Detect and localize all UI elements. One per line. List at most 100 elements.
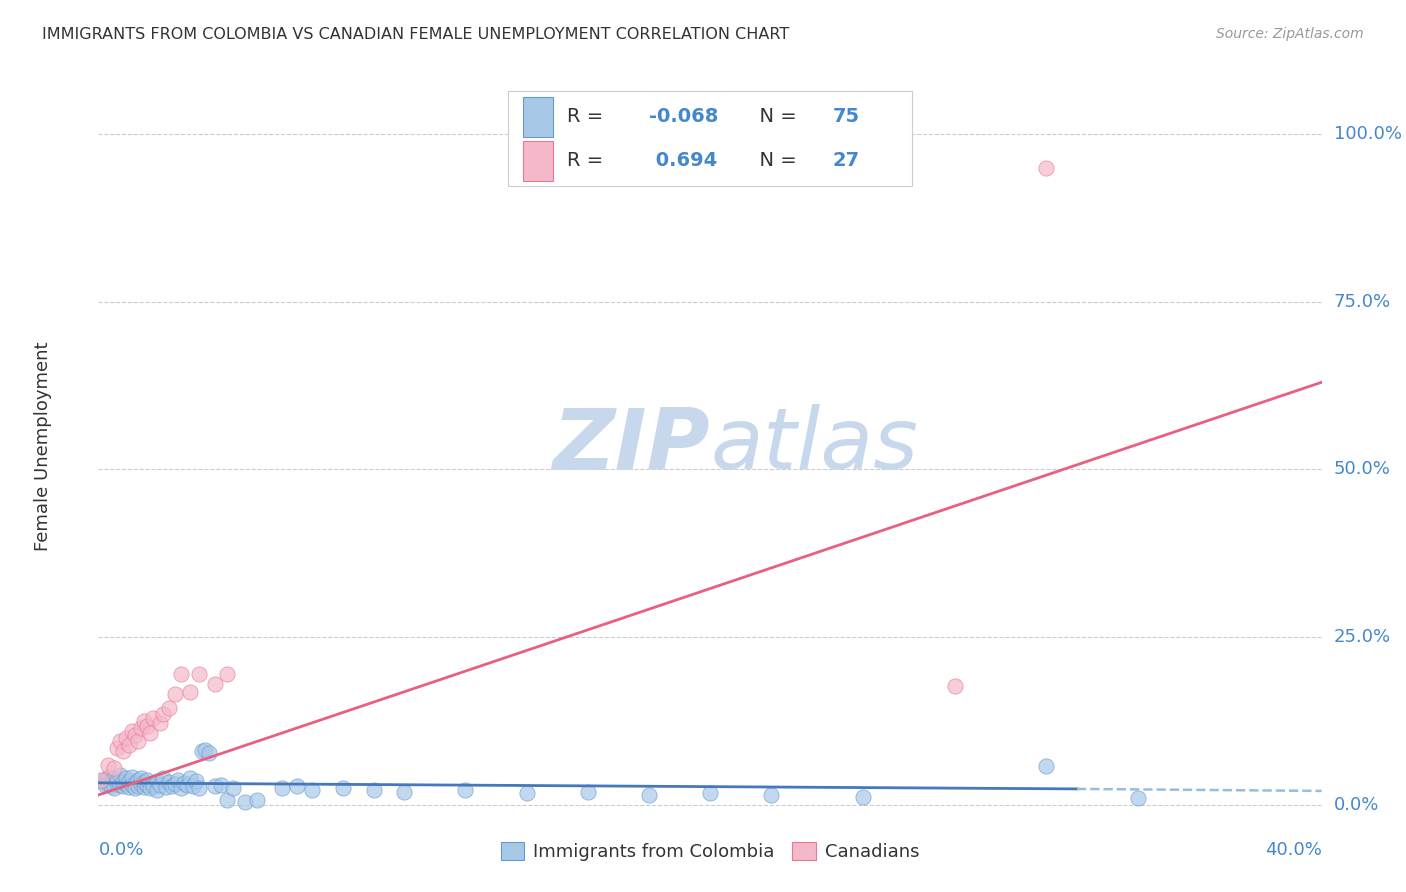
Point [142, 711, 165, 725]
Point [699, 786, 721, 800]
Point [129, 721, 152, 735]
Point [191, 744, 214, 758]
Point [152, 771, 174, 785]
Text: Source: ZipAtlas.com: Source: ZipAtlas.com [1216, 27, 1364, 41]
Text: 40.0%: 40.0% [1265, 841, 1322, 859]
Point [170, 781, 193, 796]
Point [186, 773, 208, 788]
Point [145, 773, 167, 788]
Point [100, 779, 122, 793]
Point [124, 781, 146, 796]
Text: 75.0%: 75.0% [1334, 293, 1391, 310]
Point [136, 772, 159, 787]
Point [139, 725, 162, 739]
Point [363, 783, 385, 797]
Point [124, 776, 146, 790]
Text: 25.0%: 25.0% [1334, 628, 1391, 646]
Legend: Immigrants from Colombia, Canadians: Immigrants from Colombia, Canadians [494, 835, 927, 869]
Point [173, 776, 195, 790]
Point [270, 781, 292, 796]
Point [93, 772, 115, 787]
Point [188, 781, 211, 796]
Point [121, 724, 143, 739]
Point [163, 687, 186, 701]
Point [105, 741, 128, 756]
Point [127, 734, 149, 748]
Point [134, 774, 156, 789]
Point [157, 774, 180, 789]
Point [516, 786, 538, 800]
Point [149, 716, 172, 731]
Point [215, 667, 238, 681]
Text: 0.0%: 0.0% [98, 841, 143, 859]
Point [637, 788, 661, 802]
Point [852, 789, 875, 804]
Point [285, 779, 308, 793]
Point [454, 783, 477, 797]
Point [105, 776, 128, 790]
Point [90, 773, 112, 788]
Point [111, 779, 134, 793]
Text: R =: R = [567, 152, 609, 170]
Text: -0.068: -0.068 [648, 107, 718, 127]
Text: 0.0%: 0.0% [1334, 796, 1379, 814]
Text: Female Unemployment: Female Unemployment [34, 342, 52, 550]
Point [181, 779, 204, 793]
Point [136, 778, 159, 792]
Point [1035, 161, 1057, 175]
Point [204, 677, 226, 691]
Point [215, 792, 238, 806]
Text: N =: N = [747, 152, 803, 170]
Point [155, 780, 177, 794]
Point [118, 738, 141, 752]
Text: N =: N = [747, 107, 803, 127]
Point [127, 772, 149, 787]
Point [142, 776, 165, 790]
Text: 75: 75 [832, 107, 859, 127]
Point [93, 778, 115, 792]
Point [115, 771, 138, 785]
Point [176, 778, 198, 792]
Text: atlas: atlas [710, 404, 918, 488]
Point [759, 788, 782, 802]
Point [134, 714, 156, 728]
Point [108, 778, 131, 792]
Point [1035, 759, 1057, 773]
Text: ZIP: ZIP [553, 404, 710, 488]
Point [188, 667, 211, 681]
Point [111, 744, 134, 758]
Point [233, 795, 256, 809]
Point [108, 734, 131, 748]
Point [197, 746, 219, 760]
Text: 100.0%: 100.0% [1334, 125, 1402, 143]
Point [332, 781, 354, 796]
Point [392, 784, 416, 798]
Point [194, 743, 217, 757]
Point [943, 679, 966, 693]
Point [90, 772, 112, 787]
Point [163, 776, 186, 790]
Point [179, 685, 201, 699]
Point [103, 761, 125, 775]
Point [124, 727, 146, 741]
Point [111, 774, 134, 789]
FancyBboxPatch shape [523, 141, 554, 181]
Point [152, 707, 174, 722]
Point [100, 774, 122, 789]
Text: IMMIGRANTS FROM COLOMBIA VS CANADIAN FEMALE UNEMPLOYMENT CORRELATION CHART: IMMIGRANTS FROM COLOMBIA VS CANADIAN FEM… [42, 27, 789, 42]
Point [145, 783, 167, 797]
Point [108, 768, 131, 782]
Point [170, 667, 193, 681]
Point [118, 773, 141, 788]
Point [129, 771, 152, 785]
Point [222, 781, 245, 796]
Point [97, 776, 120, 790]
Point [179, 771, 201, 785]
Text: 0.694: 0.694 [648, 152, 717, 170]
Point [127, 779, 149, 793]
Point [204, 779, 226, 793]
Text: 27: 27 [832, 152, 859, 170]
Point [139, 781, 162, 796]
Point [121, 770, 143, 784]
Point [121, 778, 143, 792]
